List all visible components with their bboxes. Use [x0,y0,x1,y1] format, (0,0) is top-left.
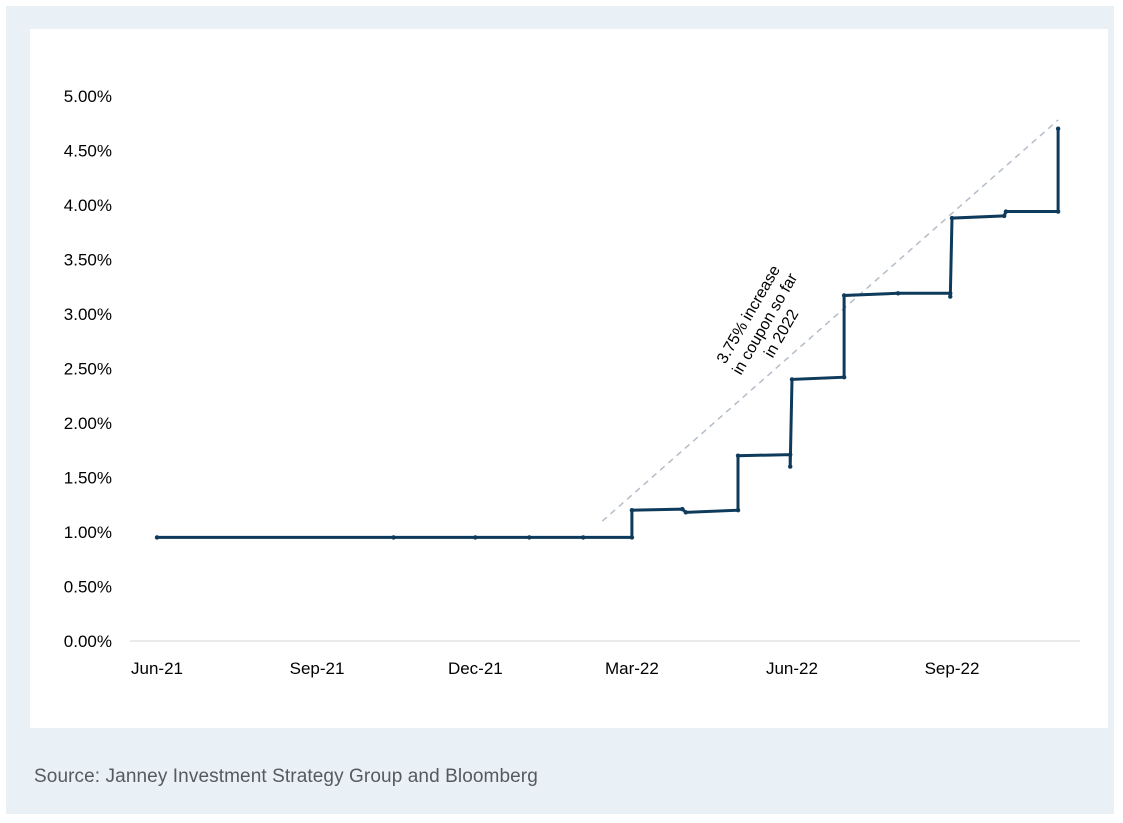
series-point [895,291,901,296]
series-point [788,452,793,457]
y-tick-label: 5.00% [64,87,112,106]
y-tick-label: 2.50% [64,360,112,379]
y-tick-label: 0.50% [64,578,112,597]
series-point [948,294,953,299]
series-point [581,535,586,540]
series-point [680,506,685,512]
x-tick-label: Dec-21 [448,659,503,678]
coupon-step-chart: 0.00% 0.50% 1.00% 1.50% 2.00% 2.50% 3.00% 3.50%… [64,87,1080,678]
y-tick-label: 0.00% [64,632,112,651]
series-point [683,510,689,515]
y-tick-label: 1.50% [64,469,112,488]
series-point [527,535,532,540]
y-tick-label: 2.00% [64,414,112,433]
series-point [841,293,847,298]
x-tick-label: Sep-21 [290,659,345,678]
x-tick-label: Jun-21 [131,659,183,678]
series-point [391,535,396,540]
series-point [1055,209,1061,214]
series-point [735,453,741,458]
series-point [841,375,847,380]
series-point [629,535,635,540]
series-point [1001,213,1007,219]
series-point [1003,209,1009,214]
figure-frame: 0.00% 0.50% 1.00% 1.50% 2.00% 2.50% 3.00% 3.50%… [6,6,1114,814]
series-point [629,508,635,513]
chart-card: 0.00% 0.50% 1.00% 1.50% 2.00% 2.50% 3.00% 3.50%… [30,29,1108,728]
series-point [789,377,795,382]
series-point [735,508,741,513]
series-point [473,535,478,540]
y-tick-label: 3.00% [64,305,112,324]
x-tick-label: Jun-22 [766,659,818,678]
x-tick-label: Sep-22 [925,659,980,678]
y-tick-label: 4.50% [64,142,112,161]
y-tick-label: 4.00% [64,196,112,215]
series-point [788,464,793,469]
series-point [1055,126,1061,131]
y-tick-label: 1.00% [64,523,112,542]
trend-dashed-line [601,119,1059,522]
source-note: Source: Janney Investment Strategy Group… [34,766,538,787]
series-point [949,215,955,221]
series-point [154,535,160,540]
coupon-series-line [157,128,1060,539]
x-tick-label: Mar-22 [605,659,659,678]
series-point [948,291,953,296]
y-tick-label: 3.50% [64,251,112,270]
